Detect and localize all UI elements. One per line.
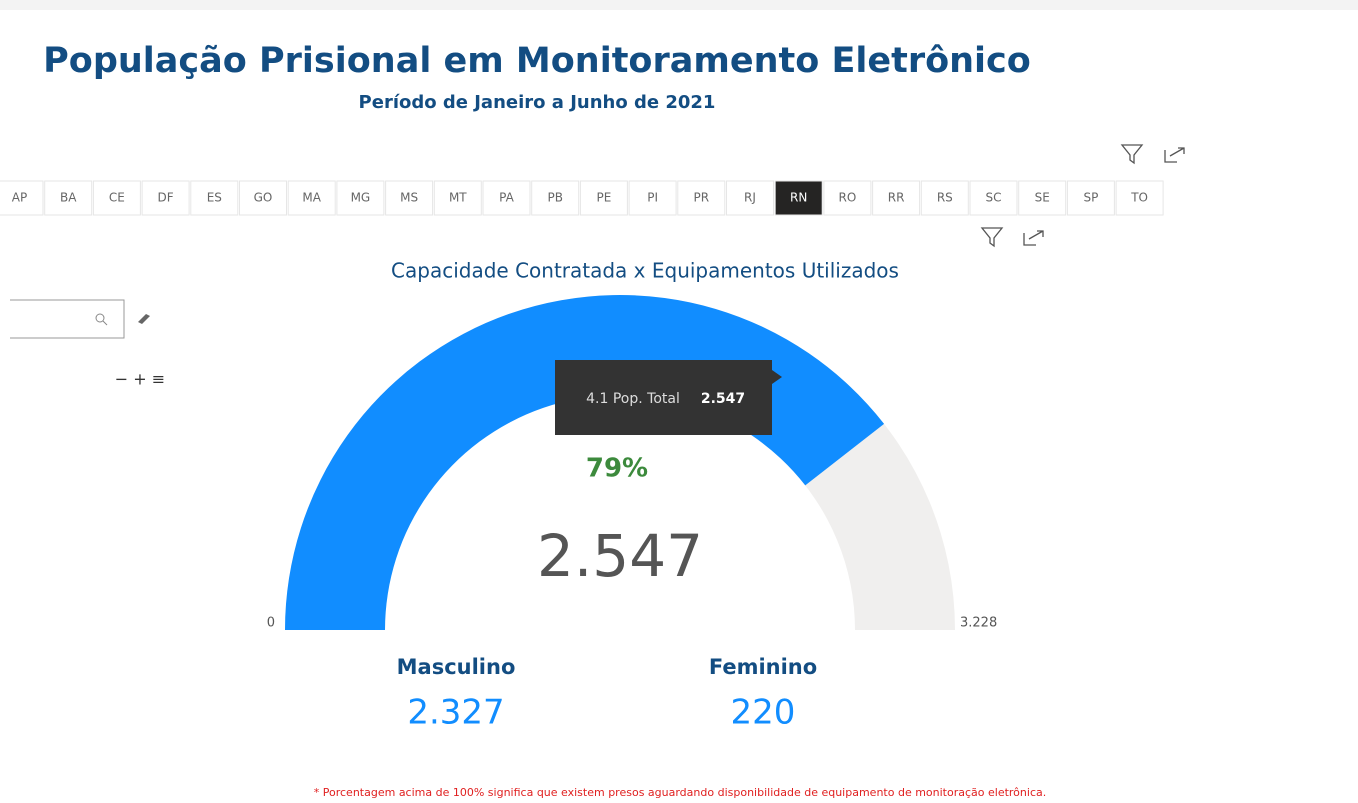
state-tab-label: RJ [744, 191, 756, 205]
state-tab[interactable] [44, 180, 93, 216]
breakdown-value: 220 [731, 693, 796, 733]
state-tab[interactable] [190, 180, 239, 216]
state-tab[interactable] [336, 180, 385, 216]
state-tab-label: TO [1130, 191, 1148, 205]
tooltip: 4.1 Pop. Total 2.547 [555, 360, 782, 435]
gauge-value: 2.547 [537, 522, 703, 590]
browser-strip [0, 0, 1358, 10]
state-tab[interactable] [920, 180, 969, 216]
search-box[interactable]: − + ≡ [10, 299, 165, 389]
filter-icon[interactable] [980, 227, 1004, 248]
state-tab-label: PI [647, 191, 658, 205]
state-tab[interactable] [1018, 180, 1067, 216]
state-tab[interactable] [823, 180, 872, 216]
state-tab[interactable] [433, 180, 482, 216]
tooltip-value: 2.547 [701, 391, 745, 407]
state-tab-label: MT [449, 191, 467, 205]
state-tab-label: SE [1035, 191, 1050, 205]
breakdown-name: Masculino [397, 655, 516, 679]
state-tab-label: RR [888, 191, 905, 205]
filter-icon[interactable] [1120, 144, 1144, 165]
state-tab-label: MA [302, 191, 321, 205]
footnote: * Porcentagem acima de 100% significa qu… [314, 786, 1046, 799]
gauge-title: Capacidade Contratada x Equipamentos Uti… [391, 259, 899, 283]
state-tab-label: MG [351, 191, 371, 205]
state-tab-label: BA [60, 191, 77, 205]
state-tab-label: DF [158, 191, 174, 205]
state-tab[interactable] [0, 180, 44, 216]
gauge-percent: 79% [586, 454, 648, 484]
state-tab[interactable] [1066, 180, 1115, 216]
state-tab-label: SP [1083, 191, 1098, 205]
state-tab[interactable] [1115, 180, 1164, 216]
state-tab[interactable] [774, 180, 823, 216]
focus-icon[interactable] [1023, 230, 1044, 246]
state-tab-label: GO [254, 191, 273, 205]
state-tab[interactable] [628, 180, 677, 216]
gauge-min-label: 0 [267, 616, 275, 631]
state-tab-label: PB [547, 191, 562, 205]
state-tab[interactable] [531, 180, 580, 216]
page-subtitle: Período de Janeiro a Junho de 2021 [359, 92, 716, 113]
state-tab[interactable] [969, 180, 1018, 216]
visual-header-icons [980, 144, 1185, 248]
eraser-icon[interactable] [138, 314, 150, 324]
state-tab-label: PA [499, 191, 514, 205]
state-tab-label: RN [790, 191, 807, 205]
state-tab[interactable] [482, 180, 531, 216]
state-tab[interactable] [287, 180, 336, 216]
state-tab[interactable] [141, 180, 190, 216]
tooltip-box [555, 360, 772, 435]
tooltip-pointer [772, 370, 782, 384]
focus-icon[interactable] [1164, 147, 1185, 163]
breakdown-name: Feminino [709, 655, 817, 679]
state-tab[interactable] [385, 180, 434, 216]
expand-controls[interactable]: − + ≡ [115, 370, 165, 389]
state-tab[interactable] [726, 180, 774, 216]
state-tab[interactable] [92, 180, 141, 216]
state-tab-label: ES [207, 191, 222, 205]
page-title: População Prisional em Monitoramento Ele… [43, 41, 1031, 81]
state-tab-label: PE [596, 191, 611, 205]
state-tab[interactable] [579, 180, 628, 216]
state-tab-label: CE [109, 191, 125, 205]
state-tab[interactable] [872, 180, 921, 216]
state-tab-label: PR [694, 191, 710, 205]
breakdown-value: 2.327 [407, 693, 504, 733]
state-tab[interactable] [677, 180, 726, 216]
state-tab[interactable] [239, 180, 287, 216]
tooltip-name: 4.1 Pop. Total [586, 391, 680, 407]
state-tab-label: RS [937, 191, 953, 205]
state-slicer: AP BA CE DF ES GO MA MG MS MT PA PB PE PI PR RJ RN RO RR RS… [0, 180, 1164, 216]
state-tab-label: MS [400, 191, 418, 205]
gauge: 0 3.228 79% 2.547 [267, 294, 997, 631]
state-tab-label: RO [839, 191, 857, 205]
state-tab-label: AP [12, 191, 27, 205]
gauge-max-label: 3.228 [960, 616, 997, 631]
state-tab-label: SC [986, 191, 1002, 205]
